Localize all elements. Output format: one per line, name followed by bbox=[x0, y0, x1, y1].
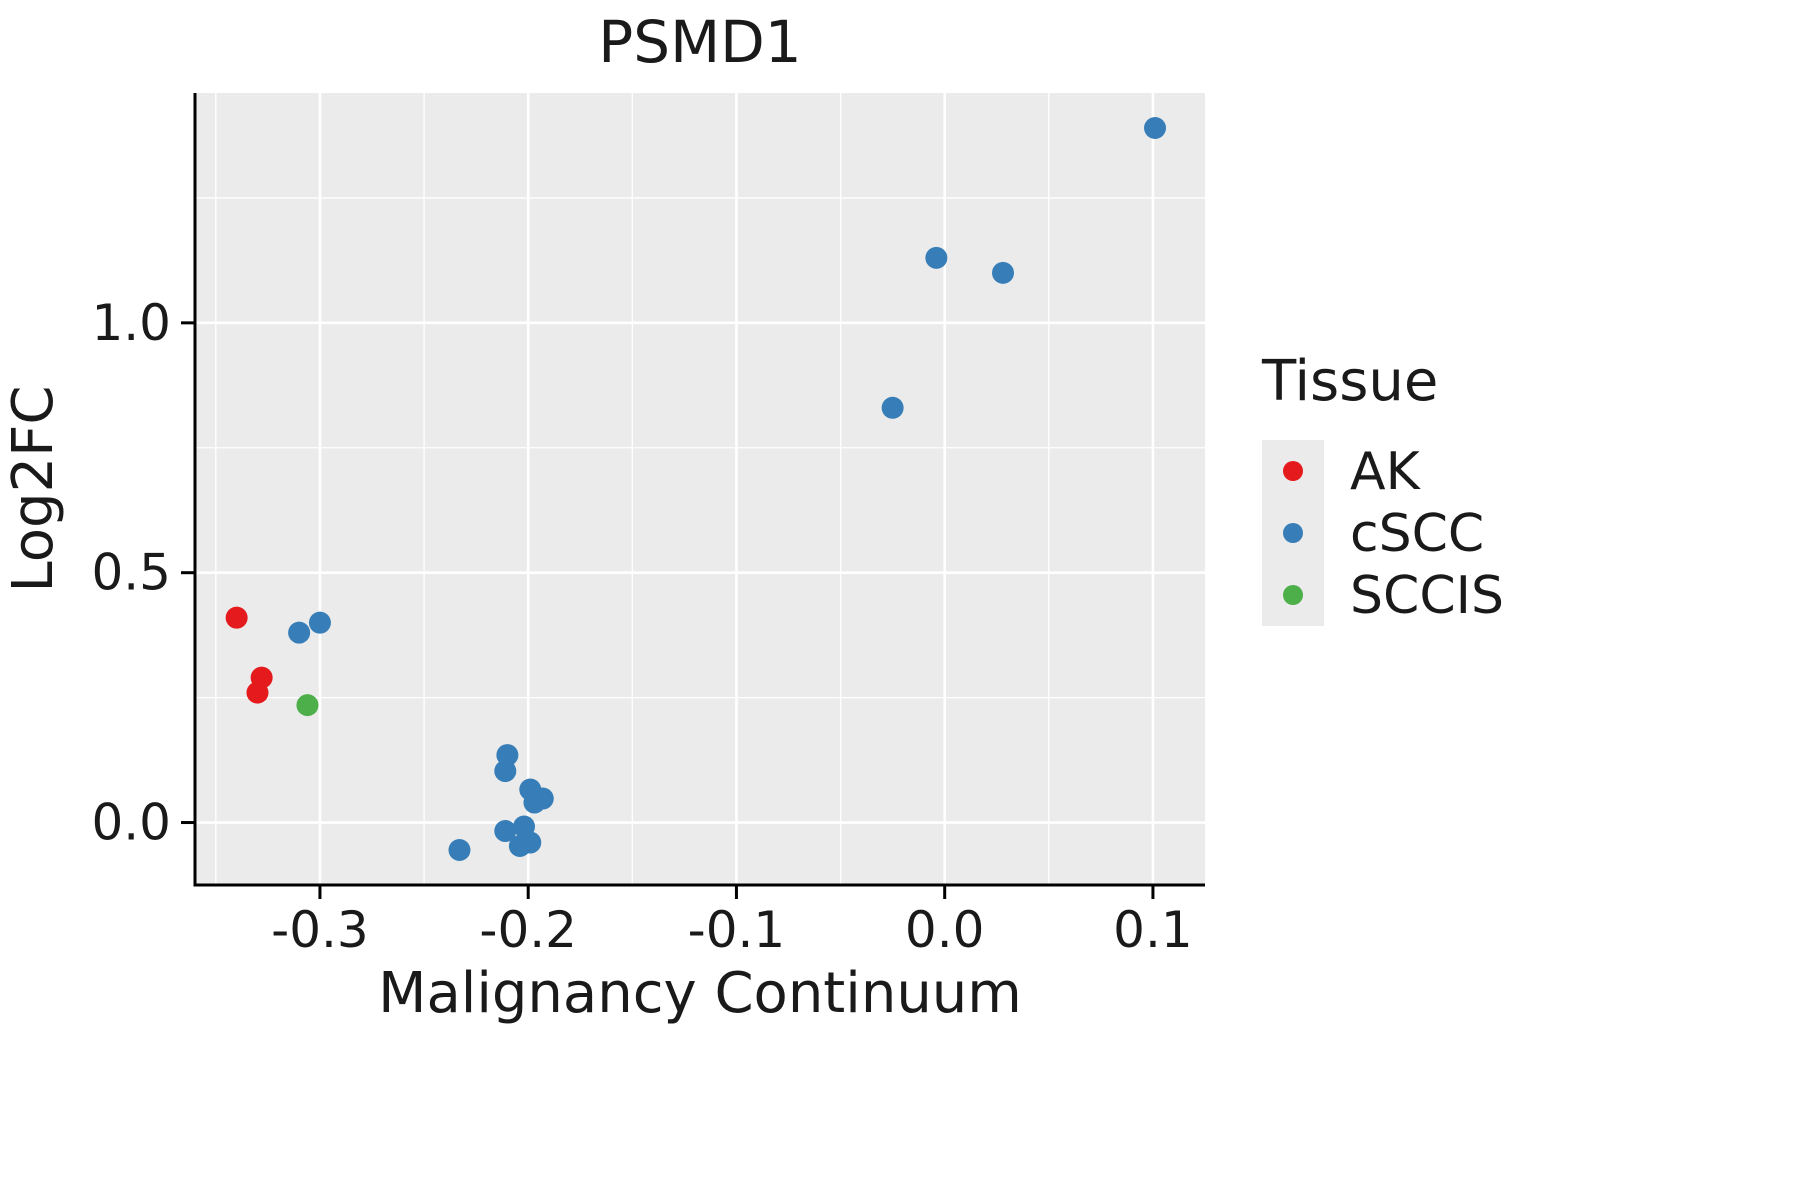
data-point-cSCC bbox=[925, 246, 948, 269]
chart-title: PSMD1 bbox=[598, 8, 801, 76]
data-point-cSCC bbox=[448, 839, 471, 862]
data-point-cSCC bbox=[519, 831, 542, 854]
data-point-cSCC bbox=[288, 621, 311, 644]
x-tick-label: -0.3 bbox=[271, 901, 369, 959]
plot-panel bbox=[195, 93, 1205, 885]
data-point-cSCC bbox=[494, 760, 517, 783]
tick-marks bbox=[181, 321, 1155, 899]
data-point-AK bbox=[246, 681, 269, 704]
x-tick-label: -0.1 bbox=[688, 901, 786, 959]
x-tick-label: 0.0 bbox=[905, 901, 985, 959]
data-point-cSCC bbox=[308, 611, 331, 634]
legend-label-cSCC: cSCC bbox=[1350, 504, 1484, 564]
data-point-cSCC bbox=[992, 261, 1014, 284]
y-tick-label: 0.0 bbox=[91, 794, 171, 852]
data-point-cSCC bbox=[496, 744, 519, 767]
y-axis-label: Log2FC bbox=[1, 386, 66, 593]
data-point-cSCC bbox=[494, 820, 517, 843]
legend-dot-SCCIS bbox=[1283, 585, 1303, 605]
x-tick-label: 0.1 bbox=[1113, 901, 1193, 959]
data-point-cSCC bbox=[1144, 116, 1167, 139]
axes bbox=[193, 93, 1205, 887]
legend-title: Tissue bbox=[1261, 349, 1438, 414]
data-point-cSCC bbox=[881, 396, 904, 419]
legend-dot-AK bbox=[1283, 461, 1303, 481]
data-point-cSCC bbox=[523, 791, 546, 814]
legend-label-AK: AK bbox=[1350, 442, 1422, 502]
legend-dot-cSCC bbox=[1283, 523, 1303, 543]
legend-label-SCCIS: SCCIS bbox=[1350, 566, 1504, 626]
data-point-AK bbox=[225, 606, 248, 629]
gridlines bbox=[195, 93, 1205, 885]
data-point-SCCIS bbox=[296, 694, 319, 717]
x-tick-label: -0.2 bbox=[479, 901, 577, 959]
y-tick-label: 0.5 bbox=[91, 544, 171, 602]
data-points bbox=[225, 116, 1167, 862]
x-axis-label: Malignancy Continuum bbox=[378, 961, 1022, 1026]
y-tick-label: 1.0 bbox=[91, 294, 171, 352]
tick-labels: -0.3 -0.2 -0.1 0.0 0.1 0.0 0.5 1.0 bbox=[91, 294, 1192, 959]
